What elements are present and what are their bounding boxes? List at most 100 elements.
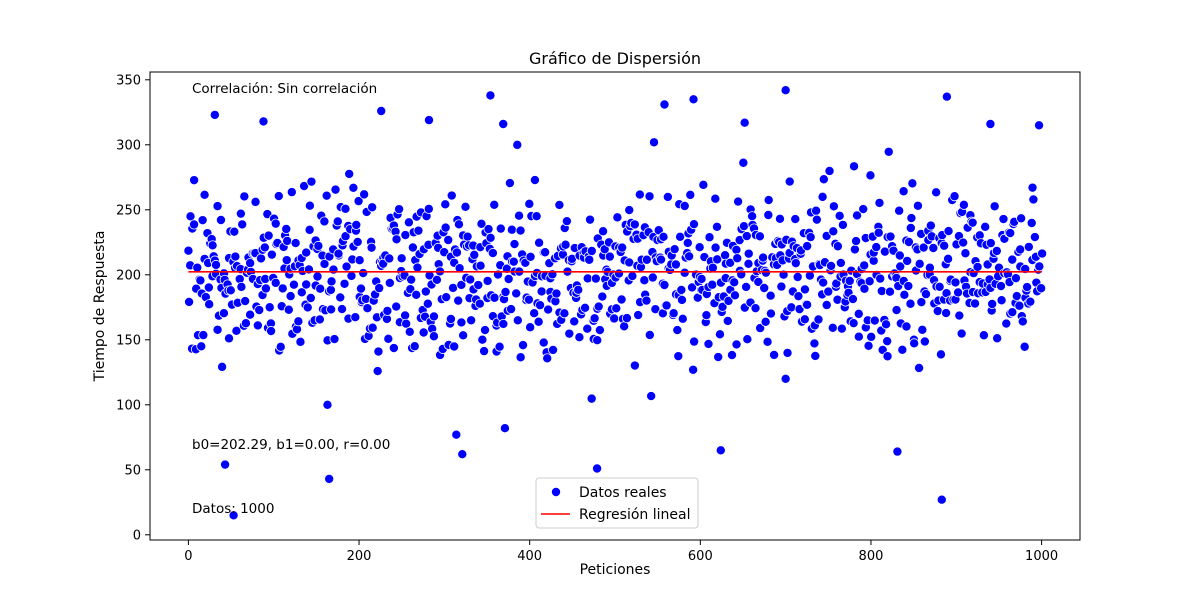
data-point	[204, 299, 215, 310]
data-point	[753, 276, 764, 287]
data-point	[411, 289, 422, 300]
legend-box	[535, 477, 699, 529]
data-point	[305, 292, 316, 303]
data-point	[475, 260, 486, 271]
data-point	[281, 255, 292, 266]
data-point	[863, 340, 874, 351]
data-point	[875, 273, 886, 284]
data-point	[750, 303, 761, 314]
x-tick-label: 200	[347, 549, 372, 564]
data-point	[759, 282, 770, 293]
x-tick-label: 400	[517, 549, 542, 564]
data-point	[609, 313, 620, 324]
data-point	[184, 296, 195, 307]
data-point	[359, 189, 370, 200]
x-axis-ticks: 0 200 400 600 800 1000	[184, 540, 1058, 564]
data-point	[314, 314, 325, 325]
data-point	[1005, 228, 1016, 239]
data-point	[511, 288, 522, 299]
data-point	[340, 231, 351, 242]
data-point	[428, 311, 439, 322]
data-point	[403, 217, 414, 228]
data-point	[943, 253, 954, 264]
data-point	[480, 325, 491, 336]
data-point	[958, 237, 969, 248]
data-point	[296, 287, 307, 298]
x-tick-label: 0	[184, 549, 192, 564]
data-point	[939, 240, 950, 251]
y-tick-label: 150	[116, 333, 141, 348]
data-point	[290, 238, 301, 249]
data-point	[931, 187, 942, 198]
y-tick-label: 50	[124, 463, 141, 478]
data-point	[523, 294, 534, 305]
data-point	[351, 219, 362, 230]
data-point	[972, 261, 983, 272]
data-point	[350, 312, 361, 323]
data-point	[524, 198, 535, 209]
data-point	[372, 366, 383, 377]
data-point	[446, 190, 457, 201]
data-point	[673, 351, 684, 362]
data-point	[1034, 120, 1045, 131]
data-point	[985, 238, 996, 249]
data-point	[400, 310, 411, 321]
data-point	[404, 326, 415, 337]
data-point	[326, 276, 337, 287]
data-point	[907, 178, 918, 189]
data-point	[212, 324, 223, 335]
data-point	[799, 284, 810, 295]
data-point	[960, 248, 971, 259]
data-point	[489, 199, 500, 210]
y-tick-label: 200	[116, 268, 141, 283]
data-point	[1034, 261, 1045, 272]
data-point	[354, 255, 365, 266]
data-point	[479, 346, 490, 357]
data-point	[641, 254, 652, 265]
data-point	[266, 326, 277, 337]
data-point	[304, 224, 315, 235]
data-point	[810, 350, 821, 361]
data-point	[811, 205, 822, 216]
data-point	[321, 190, 332, 201]
data-point	[811, 214, 822, 225]
data-point	[894, 205, 905, 216]
data-point	[710, 242, 721, 253]
data-point	[476, 218, 487, 229]
data-point	[1001, 318, 1012, 329]
data-point	[592, 335, 603, 346]
data-point	[885, 231, 896, 242]
data-point	[252, 320, 263, 331]
data-point	[743, 248, 754, 259]
data-point	[687, 282, 698, 293]
data-point	[282, 235, 293, 246]
data-point	[535, 300, 546, 311]
data-point	[506, 224, 517, 235]
data-point	[828, 201, 839, 212]
data-point	[304, 200, 315, 211]
data-point	[449, 341, 460, 352]
data-point	[285, 291, 296, 302]
data-point	[448, 282, 459, 293]
data-point	[849, 244, 860, 255]
data-point	[851, 236, 862, 247]
data-point	[376, 106, 387, 117]
data-point	[617, 242, 628, 253]
data-point	[245, 309, 256, 320]
data-point	[827, 322, 838, 333]
data-point	[483, 224, 494, 235]
data-point	[457, 449, 468, 460]
data-point	[859, 283, 870, 294]
data-point	[230, 251, 241, 262]
data-point	[754, 231, 765, 242]
data-point	[440, 222, 451, 233]
data-point	[273, 191, 284, 202]
data-point	[782, 347, 793, 358]
data-point	[303, 264, 314, 275]
data-point	[543, 304, 554, 315]
data-point	[659, 279, 670, 290]
data-point	[431, 274, 442, 285]
data-point	[936, 494, 947, 505]
data-point	[423, 203, 434, 214]
data-point	[198, 330, 209, 341]
